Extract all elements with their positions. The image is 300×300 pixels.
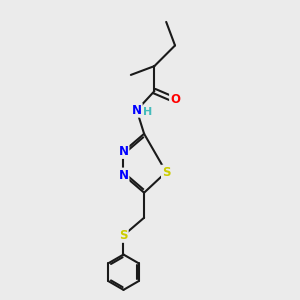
- Text: S: S: [162, 166, 170, 178]
- Text: O: O: [170, 93, 180, 106]
- Text: N: N: [132, 104, 142, 117]
- Text: H: H: [143, 107, 153, 117]
- Text: N: N: [118, 145, 128, 158]
- Text: S: S: [119, 229, 128, 242]
- Text: N: N: [118, 169, 128, 182]
